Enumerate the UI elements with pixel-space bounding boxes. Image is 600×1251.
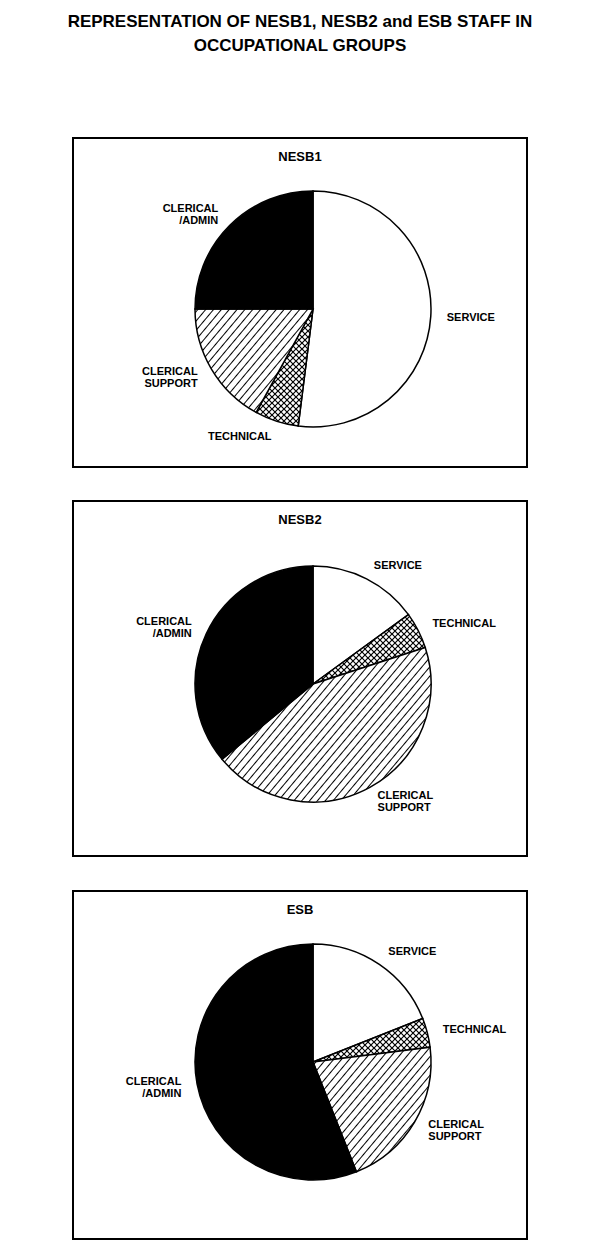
svg-text:CLERICALSUPPORT: CLERICALSUPPORT [378,789,434,813]
svg-text:SERVICE: SERVICE [447,311,495,323]
svg-text:CLERICAL/ADMIN: CLERICAL/ADMIN [136,615,192,639]
svg-text:TECHNICAL: TECHNICAL [432,617,496,629]
html-text:NESB2: NESB2 [278,512,322,527]
html-text:ESB: ESB [286,902,314,917]
svg-text:TECHNICAL: TECHNICAL [443,1023,507,1035]
svg-text:CLERICALSUPPORT: CLERICALSUPPORT [142,365,198,389]
svg-text:TECHNICAL: TECHNICAL [208,430,272,442]
svg-text:SERVICE: SERVICE [388,945,436,957]
html-text:NESB1: NESB1 [278,149,322,164]
html-text:REPRESENTATION OF NESB1, NESB2: REPRESENTATION OF NESB1, NESB2 and ESB S… [67,12,533,55]
svg-text:CLERICAL/ADMIN: CLERICAL/ADMIN [163,202,219,226]
svg-text:CLERICAL/ADMIN: CLERICAL/ADMIN [126,1075,182,1099]
svg-text:SERVICE: SERVICE [374,559,422,571]
svg-text:CLERICALSUPPORT: CLERICALSUPPORT [428,1118,484,1142]
